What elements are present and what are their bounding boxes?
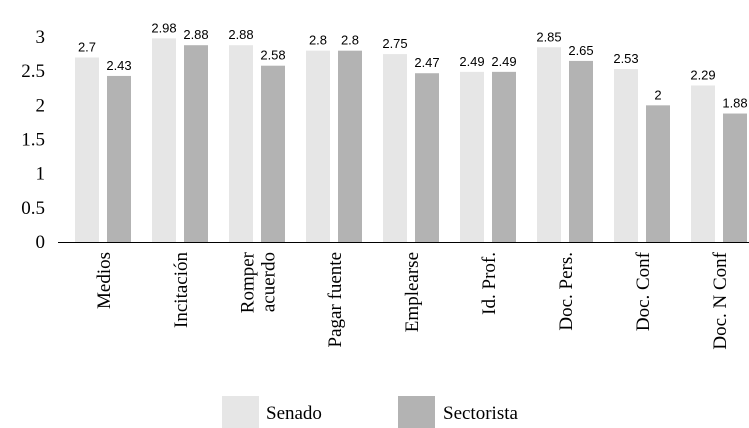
- data-label: 2.49: [491, 54, 516, 69]
- bar-sectorista: [492, 71, 516, 242]
- bar-senado: [306, 50, 330, 242]
- bar-sectorista: [184, 45, 208, 243]
- x-tick-label: Medios: [94, 252, 115, 309]
- bar-senado: [691, 85, 715, 243]
- legend-swatch-sectorista: [398, 396, 435, 428]
- data-label: 2.65: [568, 43, 593, 58]
- data-labels: 2.7 2.43 2.98 2.88 2.88 2.58 2.8 2.8 2.75 2.47 2.4…: [78, 20, 748, 110]
- y-tick-label: 1: [36, 164, 46, 185]
- bar-senado: [152, 38, 176, 242]
- bar-sectorista: [338, 50, 362, 242]
- bar-senado: [460, 71, 484, 242]
- data-label: 2.49: [459, 54, 484, 69]
- bar-sectorista: [569, 60, 593, 242]
- legend: Senado Sectorista: [222, 396, 518, 428]
- legend-swatch-senado: [222, 396, 259, 428]
- y-tick-label: 1.5: [21, 130, 45, 151]
- y-tick-label: 0: [36, 232, 46, 253]
- bar-senado: [537, 47, 561, 242]
- data-label: 2.75: [382, 36, 407, 51]
- x-tick-label: Doc. N Conf: [710, 251, 731, 349]
- y-tick-label: 0.5: [21, 198, 45, 219]
- x-tick-label: Emplearse: [402, 252, 423, 332]
- data-label: 2.7: [78, 40, 96, 55]
- bar-senado: [383, 54, 407, 243]
- x-tick-label: Pagar fuente: [325, 252, 346, 347]
- x-tick-label: Doc. Pers.: [556, 252, 577, 331]
- data-label: 2.98: [151, 20, 176, 35]
- x-tick-label: Romper: [238, 251, 259, 313]
- x-tick-label: Id. Prof.: [479, 252, 500, 315]
- legend-label: Sectorista: [443, 403, 518, 424]
- data-label: 2.47: [414, 55, 439, 70]
- data-label: 2.8: [309, 33, 327, 48]
- data-label: 2: [654, 87, 661, 102]
- y-tick-label: 3: [36, 27, 46, 48]
- data-label: 2.53: [613, 51, 638, 66]
- y-tick-label: 2.5: [21, 61, 45, 82]
- data-label: 1.88: [722, 96, 747, 111]
- legend-label: Senado: [266, 403, 322, 424]
- bar-sectorista: [415, 73, 439, 242]
- data-label: 2.29: [690, 68, 715, 83]
- bars: [75, 38, 747, 243]
- data-label: 2.58: [260, 48, 285, 63]
- bar-sectorista: [646, 105, 670, 242]
- data-label: 2.43: [106, 58, 131, 73]
- y-axis-ticks: 0 0.5 1 1.5 2 2.5 3: [21, 27, 45, 253]
- x-tick-label: Incitación: [171, 252, 192, 328]
- bar-sectorista: [723, 113, 747, 243]
- bar-sectorista: [107, 75, 131, 242]
- data-label: 2.88: [183, 27, 208, 42]
- bar-senado: [229, 45, 253, 243]
- x-tick-label: Doc. Conf: [633, 251, 654, 331]
- bar-senado: [614, 69, 638, 242]
- data-label: 2.85: [536, 29, 561, 44]
- data-label: 2.8: [341, 33, 359, 48]
- bar-senado: [75, 57, 99, 242]
- category-labels: Medios Incitación Romper acuerdo Pagar fuent…: [94, 251, 731, 349]
- x-tick-label: acuerdo: [259, 252, 280, 312]
- data-label: 2.88: [228, 27, 253, 42]
- y-tick-label: 2: [36, 95, 46, 116]
- bar-sectorista: [261, 65, 285, 242]
